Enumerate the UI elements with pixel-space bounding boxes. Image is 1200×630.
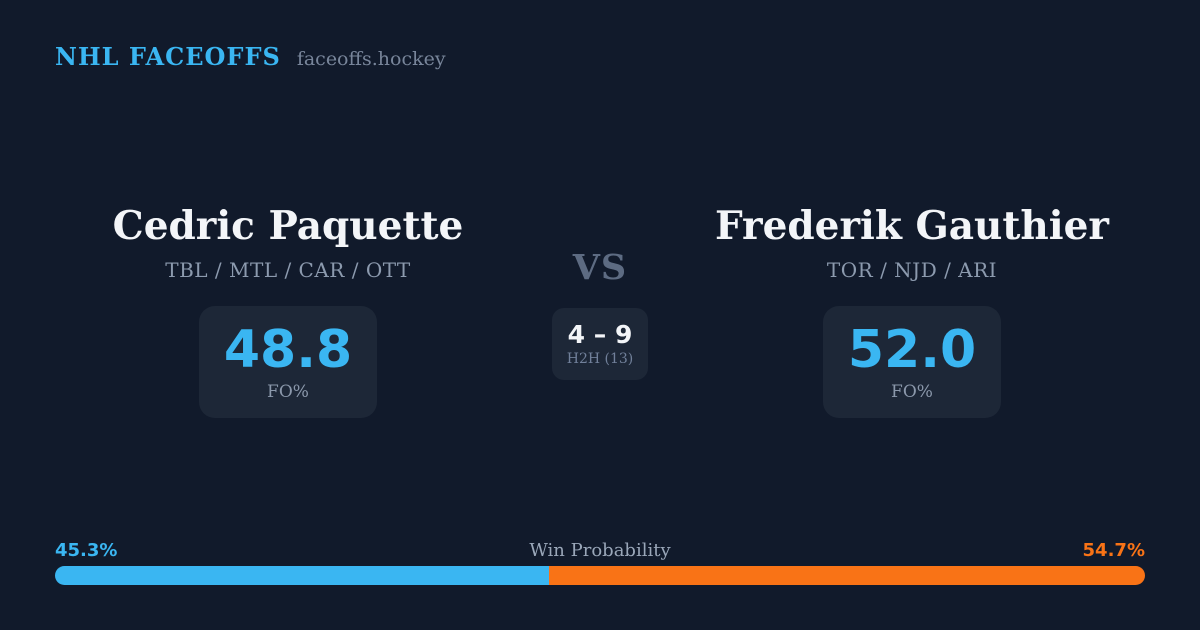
- player-right-name: Frederik Gauthier: [715, 203, 1109, 249]
- win-probability-labels: 45.3% Win Probability 54.7%: [55, 540, 1145, 561]
- h2h-sub-label: H2H (13): [566, 351, 634, 367]
- matchup-row: Cedric Paquette TBL / MTL / CAR / OTT 48…: [48, 200, 1152, 418]
- brand-title: NHL FACEOFFS: [55, 42, 281, 71]
- player-right-column: Frederik Gauthier TOR / NJD / ARI 52.0 F…: [672, 200, 1152, 418]
- win-bar-right-segment: [548, 566, 1145, 585]
- win-prob-left-value: 45.3%: [55, 540, 118, 561]
- player-left-name: Cedric Paquette: [112, 203, 464, 249]
- win-probability-bar: [55, 566, 1145, 585]
- h2h-score: 4 – 9: [567, 320, 633, 349]
- site-url: faceoffs.hockey: [296, 48, 446, 70]
- player-right-fo-label: FO%: [891, 382, 933, 402]
- vs-label: VS: [572, 247, 628, 288]
- player-left-teams: TBL / MTL / CAR / OTT: [165, 258, 411, 282]
- player-left-column: Cedric Paquette TBL / MTL / CAR / OTT 48…: [48, 200, 528, 418]
- player-right-teams: TOR / NJD / ARI: [826, 258, 998, 282]
- win-prob-title: Win Probability: [529, 540, 671, 561]
- player-right-fo-value: 52.0: [847, 320, 977, 380]
- matchup-center-column: VS 4 – 9 H2H (13): [528, 200, 672, 418]
- player-left-stat-box: 48.8 FO%: [199, 306, 377, 418]
- player-right-stat-box: 52.0 FO%: [823, 306, 1001, 418]
- player-left-fo-value: 48.8: [223, 320, 353, 380]
- win-bar-left-segment: [55, 566, 549, 585]
- player-left-fo-label: FO%: [267, 382, 309, 402]
- h2h-box: 4 – 9 H2H (13): [552, 308, 648, 380]
- header: NHL FACEOFFS faceoffs.hockey: [55, 42, 446, 71]
- win-prob-right-value: 54.7%: [1082, 540, 1145, 561]
